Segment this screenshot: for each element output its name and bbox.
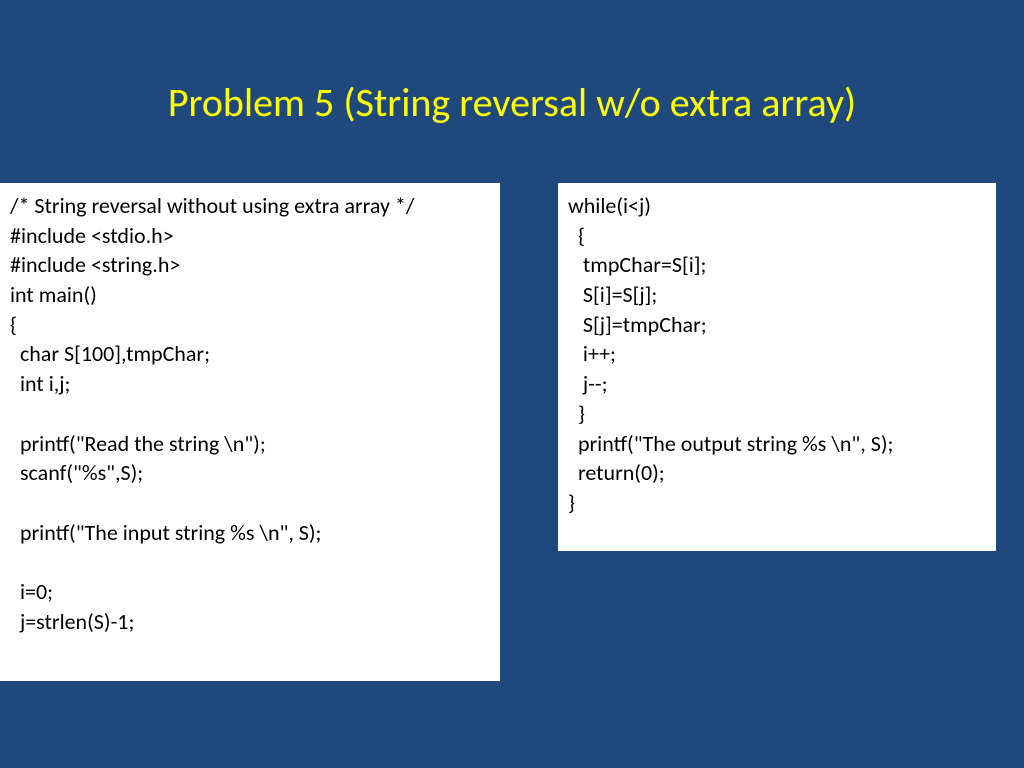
code-box-right: while(i<j) { tmpChar=S[i]; S[i]=S[j]; S[… — [558, 183, 996, 551]
code-box-left: /* String reversal without using extra a… — [0, 183, 500, 681]
slide-title: Problem 5 (String reversal w/o extra arr… — [0, 78, 1024, 127]
